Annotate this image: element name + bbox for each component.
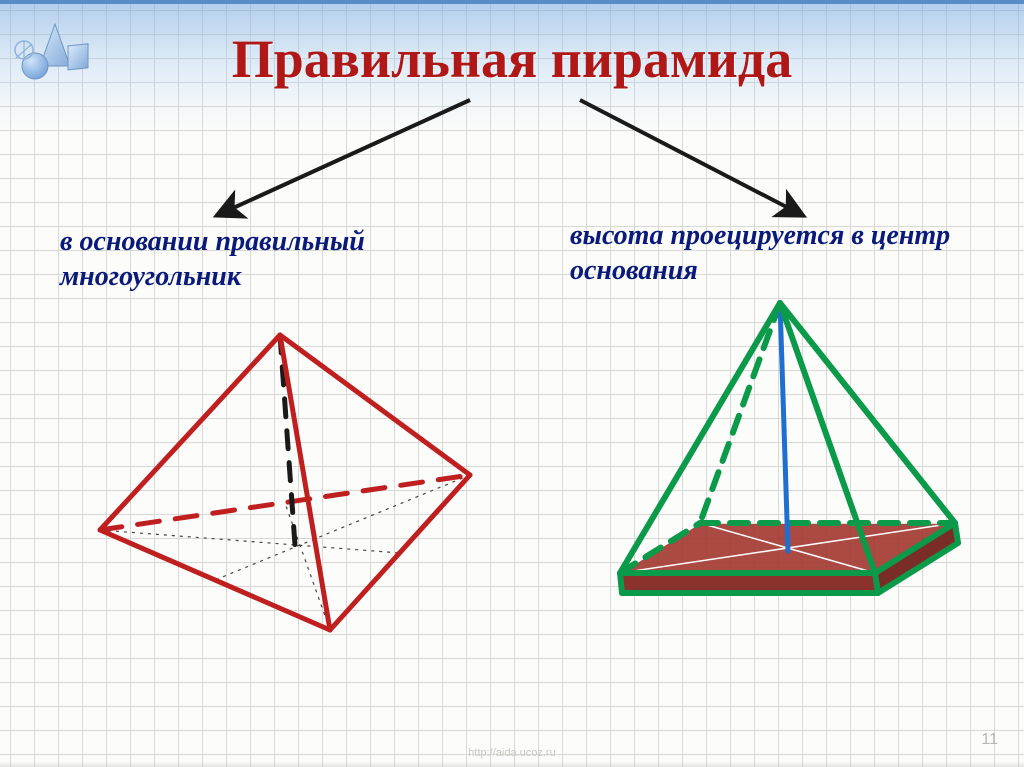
- right-pyramid-diagram: [570, 268, 980, 668]
- footer-url: http://aida.ucoz.ru: [468, 747, 555, 759]
- left-pyramid-diagram: [70, 320, 500, 680]
- subtitle-left: в основании правильный многоугольник: [60, 224, 480, 294]
- slide-title: Правильная пирамида: [0, 28, 1024, 90]
- bottom-strip: [0, 761, 1024, 767]
- page-number: 11: [981, 731, 998, 749]
